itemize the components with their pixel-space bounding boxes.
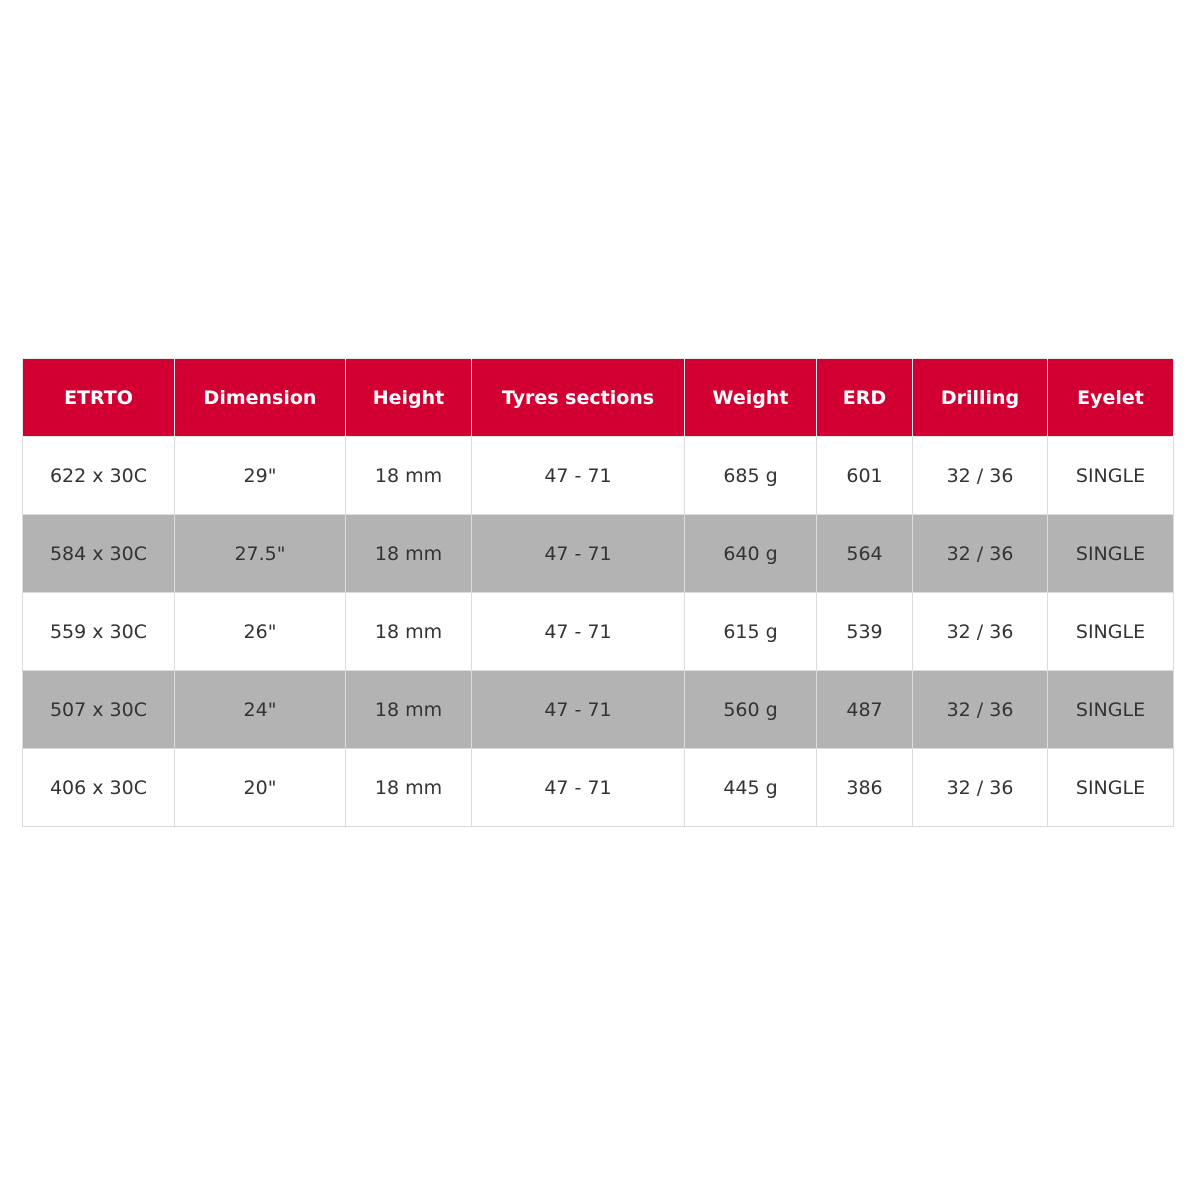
table-cell: 685 g [684, 436, 817, 515]
table-cell: 507 x 30C [22, 670, 175, 749]
table-cell: SINGLE [1047, 670, 1174, 749]
table-cell: 445 g [684, 748, 817, 827]
column-header: Weight [684, 358, 817, 437]
table-cell: 32 / 36 [912, 748, 1048, 827]
table-cell: 18 mm [345, 514, 472, 593]
table-cell: 18 mm [345, 436, 472, 515]
table-cell: 47 - 71 [471, 514, 685, 593]
table-row: 406 x 30C 20" 18 mm 47 - 71 445 g 386 32 / 36 S… [22, 748, 1174, 827]
table-cell: 24" [174, 670, 346, 749]
table-cell: 601 [816, 436, 913, 515]
table-row: 584 x 30C 27.5" 18 mm 47 - 71 640 g 564 32 / 3… [22, 514, 1174, 593]
table-cell: 47 - 71 [471, 436, 685, 515]
table-cell: 386 [816, 748, 913, 827]
table-cell: 26" [174, 592, 346, 671]
table-cell: 18 mm [345, 748, 472, 827]
table-cell: 47 - 71 [471, 592, 685, 671]
table-row: 622 x 30C 29" 18 mm 47 - 71 685 g 601 32 / 36 S… [22, 436, 1174, 515]
table-cell: SINGLE [1047, 748, 1174, 827]
table-cell: 29" [174, 436, 346, 515]
table-cell: 32 / 36 [912, 670, 1048, 749]
column-header: Drilling [912, 358, 1048, 437]
table-cell: 47 - 71 [471, 748, 685, 827]
header-row: ETRTO Dimension Height Tyres sections Weight… [22, 358, 1174, 437]
table-cell: SINGLE [1047, 436, 1174, 515]
table-cell: 539 [816, 592, 913, 671]
table-cell: 560 g [684, 670, 817, 749]
table-cell: SINGLE [1047, 514, 1174, 593]
table-cell: 20" [174, 748, 346, 827]
table-cell: 487 [816, 670, 913, 749]
table-cell: SINGLE [1047, 592, 1174, 671]
table-cell: 27.5" [174, 514, 346, 593]
table-cell: 622 x 30C [22, 436, 175, 515]
column-header: Dimension [174, 358, 346, 437]
column-header: ERD [816, 358, 913, 437]
table-cell: 559 x 30C [22, 592, 175, 671]
table-cell: 640 g [684, 514, 817, 593]
table-cell: 406 x 30C [22, 748, 175, 827]
table-row: 507 x 30C 24" 18 mm 47 - 71 560 g 487 32 / 36 S… [22, 670, 1174, 749]
table-cell: 32 / 36 [912, 436, 1048, 515]
column-header: Tyres sections [471, 358, 685, 437]
table-cell: 18 mm [345, 670, 472, 749]
table-cell: 584 x 30C [22, 514, 175, 593]
table-row: 559 x 30C 26" 18 mm 47 - 71 615 g 539 32 / 36 S… [22, 592, 1174, 671]
table-cell: 18 mm [345, 592, 472, 671]
column-header: Eyelet [1047, 358, 1174, 437]
table-cell: 615 g [684, 592, 817, 671]
column-header: ETRTO [22, 358, 175, 437]
table-cell: 32 / 36 [912, 592, 1048, 671]
table-cell: 32 / 36 [912, 514, 1048, 593]
column-header: Height [345, 358, 472, 437]
table-cell: 564 [816, 514, 913, 593]
table-cell: 47 - 71 [471, 670, 685, 749]
spec-table: ETRTO Dimension Height Tyres sections Weight… [22, 358, 1174, 827]
